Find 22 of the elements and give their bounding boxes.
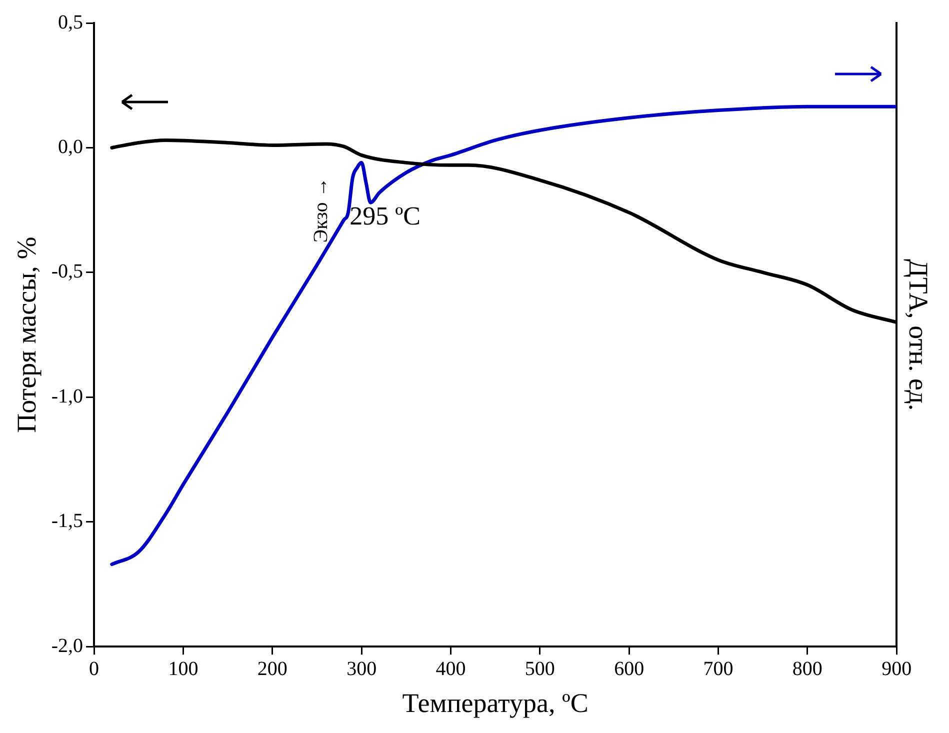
- y2-axis-title: ДТА, отн. ед.: [904, 259, 934, 411]
- y-tick-label: 0,0: [58, 136, 84, 158]
- y-axis-title: Потеря массы, %: [11, 236, 42, 433]
- x-tick-label: 500: [524, 658, 555, 680]
- y-tick-label: 0,5: [58, 11, 84, 34]
- x-tick-label: 0: [89, 658, 100, 680]
- x-tick-label: 700: [703, 658, 734, 680]
- x-tick-label: 300: [346, 658, 377, 680]
- y-tick-label: -1,0: [51, 385, 84, 408]
- x-tick-label: 800: [792, 658, 822, 680]
- x-tick-label: 200: [257, 658, 288, 680]
- y-tick-label: -1,5: [51, 510, 84, 532]
- annotation: Экзо →: [310, 177, 332, 243]
- line-series: [110, 104, 897, 566]
- x-axis-title: Температура, ºC: [402, 688, 588, 718]
- annotation: 295 ºC: [350, 202, 420, 231]
- x-tick-label: 400: [436, 658, 466, 680]
- x-tick-label: 100: [168, 658, 198, 680]
- y-tick-label: -2,0: [51, 634, 84, 657]
- x-tick-label: 600: [614, 658, 644, 680]
- x-tick-label: 900: [882, 658, 912, 680]
- y-tick-label: -0,5: [51, 260, 84, 283]
